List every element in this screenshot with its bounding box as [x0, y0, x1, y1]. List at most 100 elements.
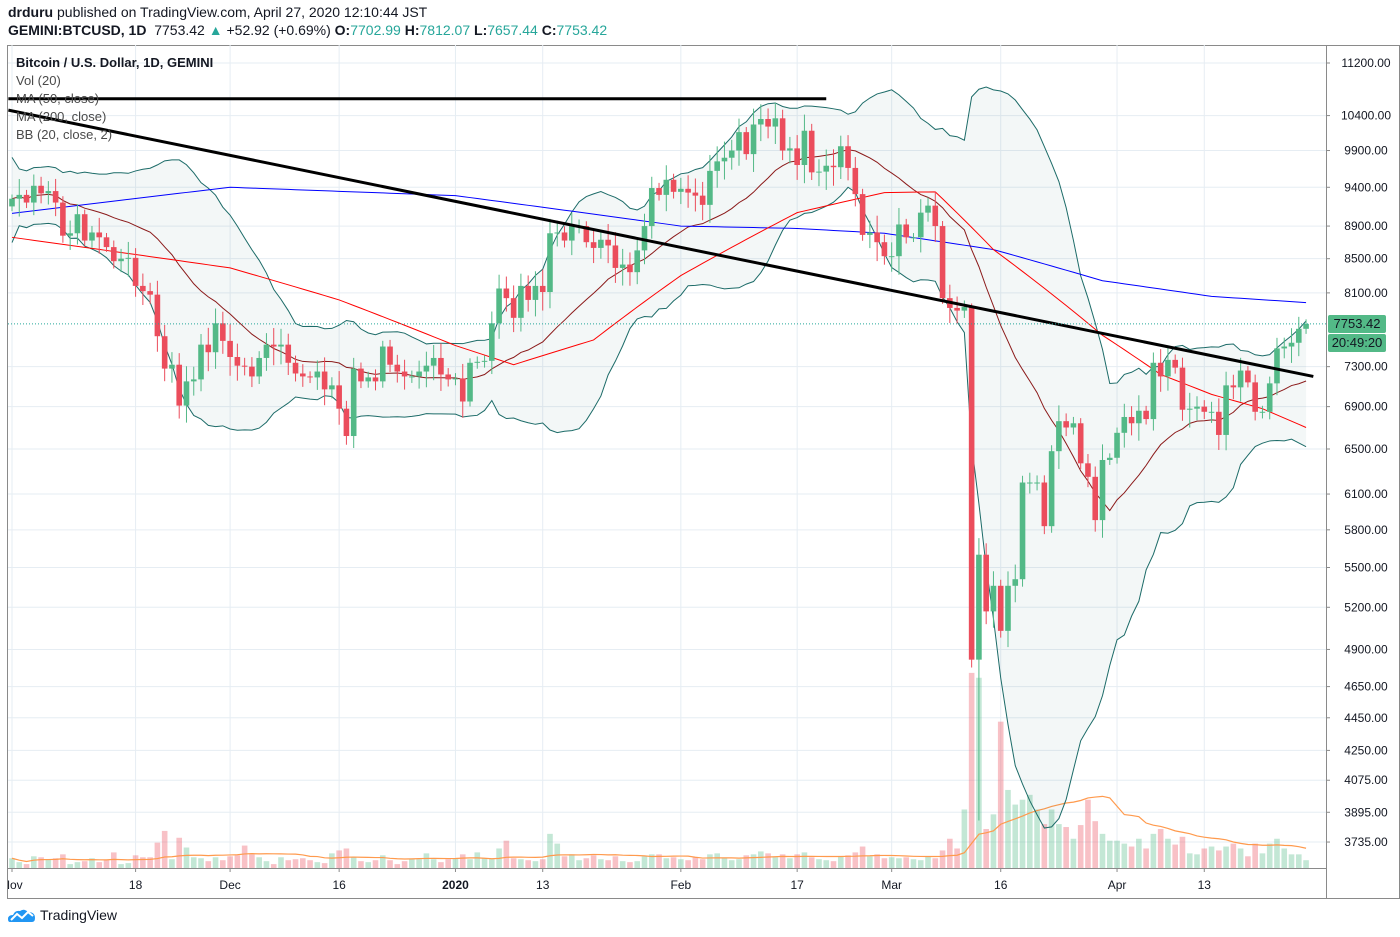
volume-bar — [648, 854, 655, 868]
candle-down — [358, 368, 364, 382]
volume-bar — [401, 861, 408, 868]
candle-up — [89, 232, 95, 241]
volume-bar — [67, 864, 73, 868]
candle-down — [1041, 482, 1048, 527]
y-tick-label: 9900.00 — [1344, 144, 1388, 158]
volume-bar — [278, 857, 284, 868]
candle-down — [1077, 423, 1084, 464]
volume-bar — [772, 857, 779, 868]
candle-down — [1157, 362, 1164, 377]
volume-bar — [823, 860, 830, 868]
volume-bar — [307, 860, 313, 868]
candle-up — [190, 379, 197, 382]
volume-bar — [641, 856, 648, 868]
volume-bar — [416, 859, 422, 868]
candle-up — [1012, 579, 1019, 586]
volume-bar — [1085, 799, 1091, 868]
author[interactable]: drduru — [8, 4, 54, 20]
candle-up — [496, 288, 502, 324]
volume-bar — [1303, 860, 1309, 868]
candle-down — [1245, 370, 1251, 383]
volume-bar — [1136, 838, 1142, 868]
volume-bar — [445, 859, 451, 868]
bollinger-basis-line — [11, 149, 1307, 512]
volume-bar — [1048, 809, 1055, 868]
volume-bar — [1179, 836, 1186, 868]
legend-volume[interactable]: Vol (20) — [16, 73, 61, 88]
volume-bar — [270, 864, 277, 868]
candle-down — [561, 232, 568, 241]
y-tick-label: 8100.00 — [1344, 286, 1388, 300]
bar-countdown-label: 20:49:20 — [1328, 334, 1386, 352]
candle-up — [917, 212, 924, 238]
volume-bar — [467, 859, 473, 868]
volume-bar — [605, 860, 611, 868]
candle-down — [438, 357, 444, 375]
candle-up — [823, 165, 830, 172]
candle-up — [910, 237, 917, 239]
candle-up — [74, 214, 81, 234]
volume-bar — [125, 863, 132, 868]
candle-up — [125, 257, 132, 259]
volume-bar — [212, 857, 219, 868]
tradingview-cloud-icon — [8, 909, 35, 922]
candle-up — [990, 585, 997, 612]
volume-bar — [525, 860, 531, 868]
legend-bollinger[interactable]: BB (20, close, 2) — [16, 127, 113, 142]
candle-down — [954, 307, 960, 311]
volume-bar — [728, 860, 735, 868]
volume-bar — [205, 861, 212, 868]
candle-up — [1070, 423, 1077, 428]
candle-up — [278, 344, 284, 347]
candle-up — [1048, 451, 1055, 527]
volume-bar — [394, 864, 401, 868]
candle-up — [634, 250, 641, 273]
volume-bar — [612, 856, 619, 868]
candle-down — [270, 344, 277, 347]
volume-bar — [60, 854, 66, 868]
publish-text: published on TradingView.com, April 27, … — [57, 4, 428, 20]
x-tick-label: 17 — [790, 878, 804, 892]
symbol-info-bar: GEMINI:BTCUSD, 1D 7753.42 ▲ +52.92 (+0.6… — [8, 22, 607, 38]
volume-bar — [336, 850, 342, 868]
volume-bar — [249, 854, 255, 868]
y-tick-label: 3735.00 — [1344, 835, 1388, 849]
candle-down — [1201, 406, 1208, 412]
volume-bar — [1186, 853, 1193, 868]
tradingview-logo[interactable]: TradingView — [8, 907, 117, 923]
candle-down — [234, 356, 241, 366]
candle-down — [510, 298, 517, 318]
candle-up — [1288, 342, 1295, 347]
legend-ma50[interactable]: MA (50, close) — [16, 91, 100, 106]
volume-bar — [1121, 843, 1128, 868]
volume-bar — [154, 842, 161, 868]
candle-up — [598, 239, 604, 248]
volume-ma-line — [11, 795, 1307, 863]
candle-up — [118, 258, 124, 262]
candle-up — [329, 385, 335, 390]
y-tick-label: 8900.00 — [1344, 219, 1388, 233]
x-tick-label: 13 — [1198, 878, 1212, 892]
candle-down — [845, 146, 851, 168]
candle-up — [198, 344, 204, 380]
candle-down — [670, 179, 677, 192]
volume-bar — [292, 859, 299, 868]
volume-bar — [714, 853, 720, 868]
volume-bar — [1230, 843, 1237, 868]
volume-bar — [1099, 833, 1106, 868]
close-value: 7753.42 — [556, 22, 608, 38]
volume-bar — [808, 857, 815, 868]
volume-bar — [794, 854, 800, 868]
y-tick-label: 11200.00 — [1341, 56, 1390, 70]
legend-ma200[interactable]: MA (200, close) — [16, 109, 107, 124]
volume-bar — [830, 861, 837, 868]
candle-down — [321, 371, 328, 390]
plot-area — [8, 45, 1326, 868]
volume-bar — [859, 846, 866, 868]
high-value: 7812.07 — [419, 22, 471, 38]
candle-down — [336, 385, 342, 409]
volume-bar — [874, 854, 880, 868]
volume-bar — [430, 859, 437, 868]
volume-bar — [1114, 840, 1120, 868]
